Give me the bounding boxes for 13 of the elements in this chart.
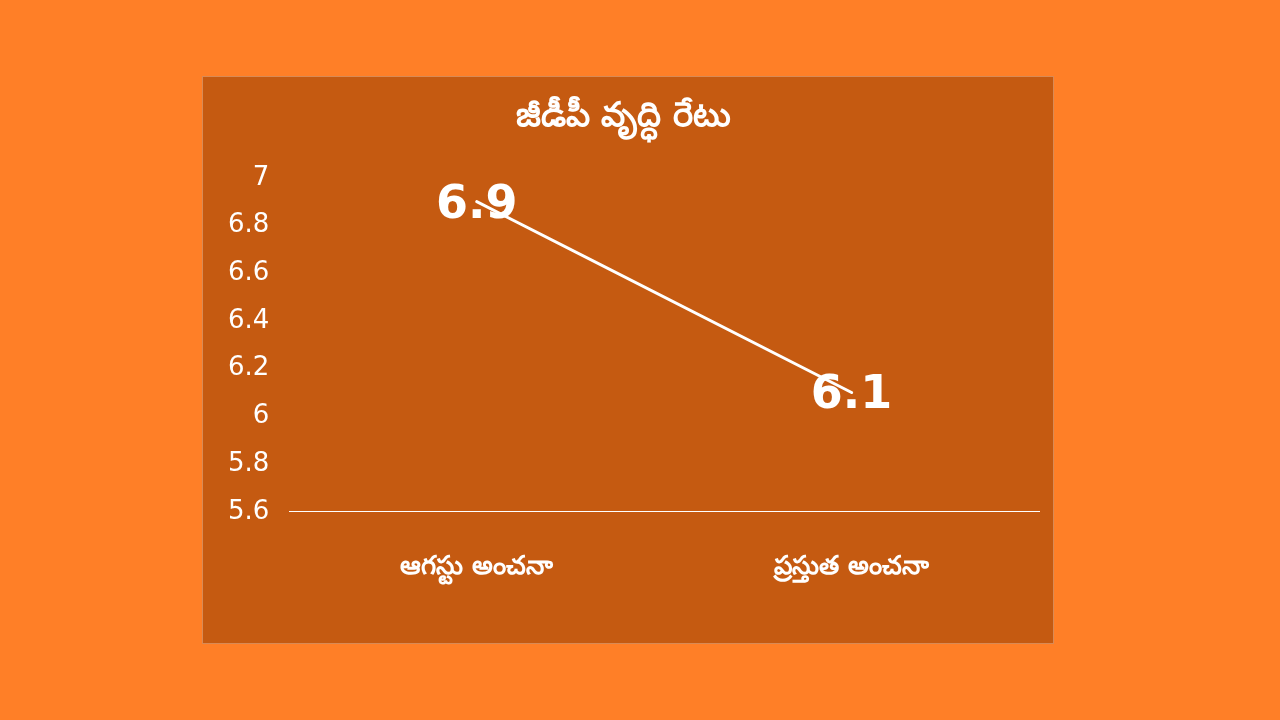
y-tick-label: 5.8: [227, 446, 270, 477]
data-label: 6.1: [810, 365, 893, 420]
y-tick-label: 7: [252, 160, 270, 191]
data-label: 6.9: [436, 174, 518, 229]
y-tick-label: 6: [252, 399, 270, 430]
x-tick-label: ప్రస్తుత అంచనా: [773, 550, 931, 584]
y-tick-label: 6.8: [227, 208, 270, 239]
y-tick-label: 6.4: [227, 303, 270, 334]
chart-title: జీడీపీ వృద్ధి రేటు: [515, 94, 732, 144]
x-tick-label: ఆగస్టు అంచనా: [400, 550, 555, 586]
y-tick-label: 5.6: [227, 494, 270, 525]
y-tick-label: 6.6: [227, 255, 270, 286]
y-tick-label: 6.2: [227, 351, 270, 382]
